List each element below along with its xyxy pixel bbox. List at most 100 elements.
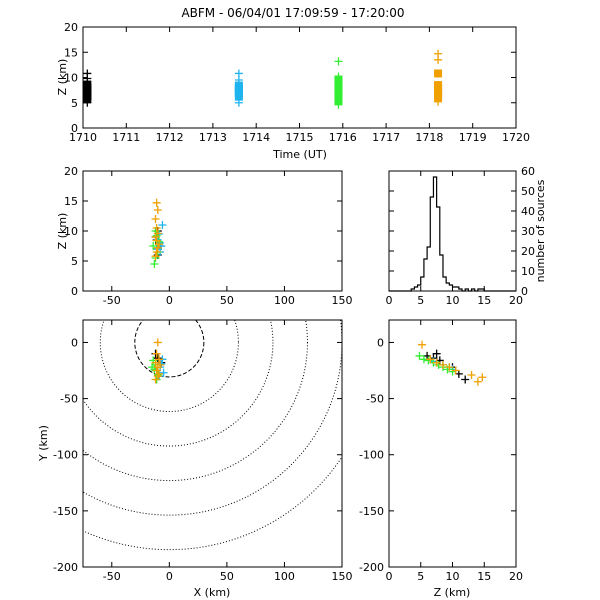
- x-tick-label: 1716: [329, 131, 357, 144]
- series-green_group: [334, 57, 343, 109]
- histogram-outline: [389, 176, 516, 292]
- z-y-frame: [388, 319, 517, 568]
- x-tick-label: 1715: [286, 131, 314, 144]
- x-tick-label: 1718: [415, 131, 443, 144]
- data-point: [438, 360, 447, 369]
- x-tick-label: 20: [509, 570, 523, 583]
- plan-view-frame: [82, 319, 343, 568]
- x-tick-label: 5: [417, 294, 424, 307]
- y-tick-label: 5: [71, 97, 78, 110]
- x-tick-label: 100: [274, 570, 295, 583]
- data-point: [418, 340, 427, 349]
- data-point: [151, 375, 160, 384]
- data-point: [152, 349, 161, 358]
- data-point: [149, 242, 158, 250]
- x-tick-label: 150: [332, 570, 353, 583]
- x-tick-label: 10: [446, 570, 460, 583]
- y-tick-label: 15: [64, 195, 78, 208]
- data-point: [151, 252, 160, 261]
- x-tick-label: 1714: [242, 131, 270, 144]
- x-tick-label: -50: [103, 570, 121, 583]
- series-orange_group: [418, 340, 487, 386]
- x-z-marks: -50 0 50 100 150 0 5 10 15 20: [64, 165, 353, 307]
- data-point: [158, 221, 167, 229]
- series-orange_group: [151, 338, 165, 384]
- plan-view-ylabel: Y (km): [37, 425, 50, 462]
- plan-view-marks: -50 0 50 100 150 -200 -150 -100 -50 0: [53, 320, 353, 583]
- data-point: [426, 355, 435, 364]
- time-height-frame: [82, 26, 517, 129]
- y-tick-label: -200: [359, 561, 384, 574]
- x-tick-label: 20: [509, 294, 523, 307]
- data-point: [451, 366, 460, 375]
- range-ring: [99, 320, 239, 413]
- x-tick-label: 15: [477, 294, 491, 307]
- time-height-panel: 1710 1711 1712 1713 1714 1715 1716 1717 1718 1719…: [56, 21, 530, 161]
- plan-view-xlabel: X (km): [194, 586, 231, 599]
- data-point: [151, 215, 160, 223]
- plan-view-panel: -50 0 50 100 150 -200 -150 -100 -50 0 X (km) Y (k…: [37, 319, 353, 599]
- x-tick-label: 100: [274, 294, 295, 307]
- series-orange_group: [151, 198, 163, 261]
- data-point: [467, 371, 476, 380]
- range-ring: [83, 320, 342, 516]
- y-tick-label: 15: [64, 46, 78, 59]
- data-point: [151, 358, 160, 367]
- y-tick-label: -100: [53, 449, 78, 462]
- series-orange_group: [434, 49, 443, 106]
- range-ring: [134, 320, 205, 378]
- x-tick-label: 1719: [459, 131, 487, 144]
- range-ring: [83, 320, 274, 447]
- x-tick-label: 1713: [199, 131, 227, 144]
- x-tick-label: 0: [386, 570, 393, 583]
- y-tick-label: -150: [53, 505, 78, 518]
- time-height-marks: 1710 1711 1712 1713 1714 1715 1716 1717 1718 1719…: [64, 21, 530, 144]
- data-point: [445, 363, 454, 372]
- y-tick-label: 0: [521, 285, 528, 298]
- data-point: [432, 349, 441, 358]
- data-point: [334, 57, 343, 66]
- y-tick-label: 10: [64, 225, 78, 238]
- x-tick-label: 50: [220, 294, 234, 307]
- data-point: [434, 49, 443, 58]
- data-point: [432, 358, 441, 367]
- data-point: [152, 224, 161, 232]
- x-tick-label: 1710: [69, 131, 97, 144]
- y-tick-label: 20: [64, 21, 78, 34]
- y-tick-label: -100: [359, 449, 384, 462]
- x-tick-label: -50: [103, 294, 121, 307]
- x-tick-label: 0: [166, 570, 173, 583]
- x-tick-label: 1717: [372, 131, 400, 144]
- data-point: [153, 206, 162, 214]
- data-point: [434, 81, 443, 90]
- time-height-xlabel: Time (UT): [272, 148, 327, 161]
- data-point: [153, 338, 162, 347]
- y-tick-label: 20: [521, 245, 535, 258]
- y-tick-label: 10: [521, 265, 535, 278]
- x-tick-label: 10: [446, 294, 460, 307]
- data-point: [473, 377, 482, 386]
- y-tick-label: 0: [377, 336, 384, 349]
- data-point: [415, 351, 424, 360]
- data-point: [424, 356, 433, 365]
- data-point: [153, 354, 162, 363]
- y-tick-label: -50: [60, 393, 78, 406]
- series-black_group: [83, 69, 92, 107]
- range-ring: [83, 320, 308, 482]
- time-height-ylabel: Z (km): [56, 59, 69, 96]
- x-tick-label: 0: [386, 294, 393, 307]
- y-tick-label: 5: [71, 255, 78, 268]
- z-y-xlabel: Z (km): [434, 586, 471, 599]
- y-tick-label: -150: [359, 505, 384, 518]
- x-tick-label: 5: [417, 570, 424, 583]
- y-tick-label: 0: [71, 285, 78, 298]
- x-tick-label: 150: [332, 294, 353, 307]
- y-tick-label: 40: [521, 205, 535, 218]
- data-point: [152, 236, 161, 245]
- range-rings: [83, 320, 342, 551]
- data-point: [159, 368, 168, 377]
